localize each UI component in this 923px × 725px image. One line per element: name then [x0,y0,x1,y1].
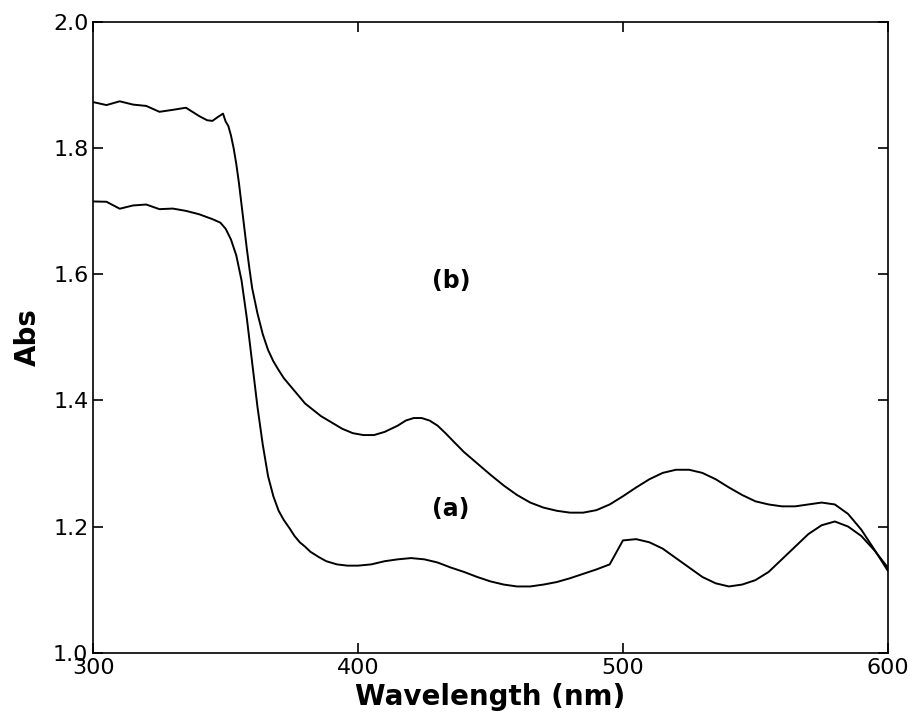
Y-axis label: Abs: Abs [14,308,42,366]
X-axis label: Wavelength (nm): Wavelength (nm) [355,683,626,711]
Text: (a): (a) [432,497,470,521]
Text: (b): (b) [432,268,470,292]
